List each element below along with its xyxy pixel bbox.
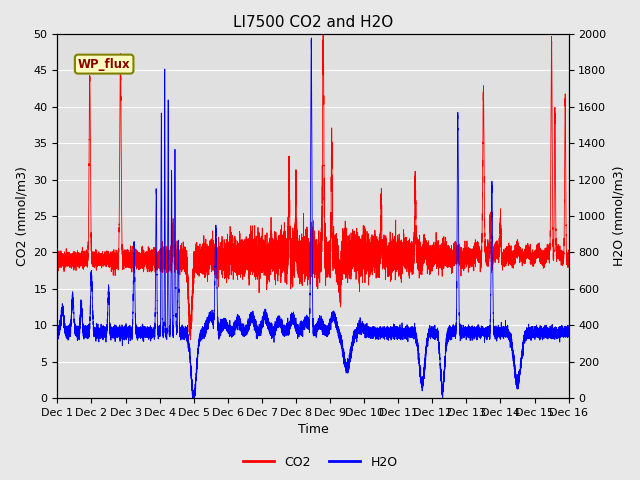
Y-axis label: H2O (mmol/m3): H2O (mmol/m3) bbox=[612, 166, 625, 266]
Legend: CO2, H2O: CO2, H2O bbox=[237, 451, 403, 474]
Y-axis label: CO2 (mmol/m3): CO2 (mmol/m3) bbox=[15, 166, 28, 266]
Title: LI7500 CO2 and H2O: LI7500 CO2 and H2O bbox=[233, 15, 393, 30]
X-axis label: Time: Time bbox=[298, 423, 328, 436]
Text: WP_flux: WP_flux bbox=[78, 58, 131, 71]
